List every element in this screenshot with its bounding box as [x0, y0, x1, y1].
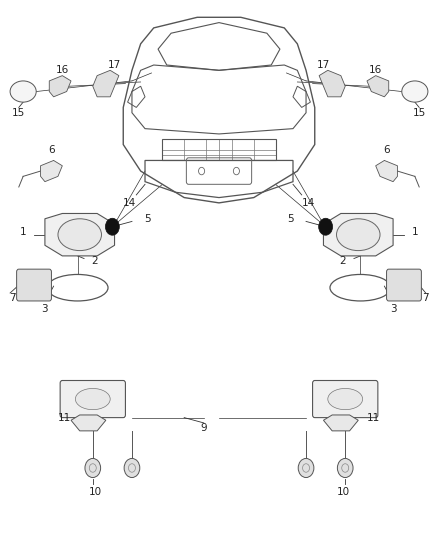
- Text: 7: 7: [422, 293, 429, 303]
- Ellipse shape: [328, 389, 363, 410]
- Circle shape: [124, 458, 140, 478]
- Text: 14: 14: [302, 198, 315, 208]
- FancyBboxPatch shape: [17, 269, 51, 301]
- Text: 1: 1: [20, 227, 26, 237]
- Text: 6: 6: [383, 145, 390, 155]
- Polygon shape: [71, 415, 106, 431]
- Circle shape: [298, 458, 314, 478]
- Text: 5: 5: [144, 214, 151, 224]
- Polygon shape: [319, 70, 345, 97]
- Ellipse shape: [58, 219, 102, 251]
- Polygon shape: [323, 214, 393, 256]
- Text: 1: 1: [412, 227, 418, 237]
- Text: 6: 6: [48, 145, 55, 155]
- Circle shape: [337, 458, 353, 478]
- Circle shape: [85, 458, 101, 478]
- Text: 5: 5: [287, 214, 294, 224]
- Circle shape: [319, 218, 332, 235]
- Text: 15: 15: [12, 108, 25, 118]
- Text: 3: 3: [42, 304, 48, 314]
- Text: 16: 16: [56, 66, 69, 75]
- Text: 9: 9: [201, 423, 207, 433]
- Text: 10: 10: [88, 487, 102, 497]
- Text: 14: 14: [123, 198, 136, 208]
- Text: 10: 10: [336, 487, 350, 497]
- Polygon shape: [41, 160, 62, 182]
- Text: 16: 16: [369, 66, 382, 75]
- Polygon shape: [367, 76, 389, 97]
- FancyBboxPatch shape: [313, 381, 378, 418]
- Text: 15: 15: [413, 108, 426, 118]
- Text: 17: 17: [108, 60, 121, 70]
- Text: 2: 2: [340, 256, 346, 266]
- Text: 11: 11: [367, 413, 380, 423]
- Polygon shape: [45, 214, 115, 256]
- Polygon shape: [93, 70, 119, 97]
- Text: 17: 17: [317, 60, 330, 70]
- FancyBboxPatch shape: [387, 269, 421, 301]
- Ellipse shape: [75, 389, 110, 410]
- Text: 2: 2: [92, 256, 98, 266]
- Ellipse shape: [10, 81, 36, 102]
- Text: 11: 11: [58, 413, 71, 423]
- Text: 7: 7: [9, 293, 16, 303]
- Polygon shape: [49, 76, 71, 97]
- FancyBboxPatch shape: [60, 381, 125, 418]
- Ellipse shape: [402, 81, 428, 102]
- Circle shape: [106, 218, 119, 235]
- Ellipse shape: [336, 219, 380, 251]
- Polygon shape: [323, 415, 358, 431]
- Text: 3: 3: [390, 304, 396, 314]
- Polygon shape: [376, 160, 397, 182]
